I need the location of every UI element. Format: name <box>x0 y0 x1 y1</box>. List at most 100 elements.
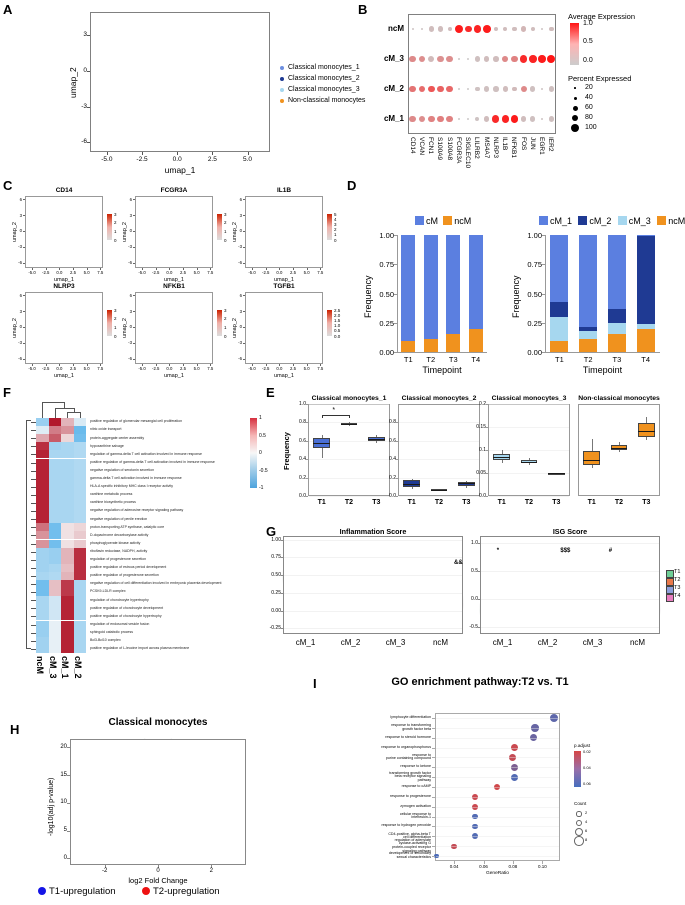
y-tick-mark <box>432 767 435 769</box>
go-term-label: response to <box>412 752 431 757</box>
go-dot <box>510 744 518 751</box>
gridline <box>436 826 559 828</box>
x-tick-mark <box>454 861 456 864</box>
x-tick-mark <box>483 861 485 864</box>
go-term-label: response to steroid hormone <box>385 734 431 739</box>
gridline <box>436 777 559 779</box>
y-tick-mark <box>432 787 435 788</box>
go-dot <box>510 773 518 781</box>
volcano-y-tick: 20 <box>60 743 67 750</box>
y-tick-mark <box>67 858 70 860</box>
gridline <box>436 836 559 838</box>
y-tick-mark <box>432 836 435 838</box>
go-term-label: signaling pathway <box>402 848 431 853</box>
y-tick-mark <box>432 856 435 858</box>
go-colorbar <box>574 751 581 787</box>
go-term-label: pathway <box>417 777 431 782</box>
go-term-label: response to transforming <box>391 723 431 727</box>
go-color-tick: 0.06 <box>583 781 591 786</box>
go-x-tick: 0.04 <box>449 864 459 869</box>
go-term-label: response to hydrogen peroxide <box>381 823 431 828</box>
go-term-label: lymphocyte differentiation <box>390 714 431 719</box>
volcano-legend-dot <box>142 887 150 895</box>
gridline <box>436 787 559 788</box>
gridline <box>436 747 559 749</box>
volcano-legend-label: T1-upregulation <box>49 886 116 897</box>
go-x-tick: 0.06 <box>479 864 488 869</box>
volcano-y-tick: 0 <box>63 854 67 861</box>
go-dot <box>451 843 457 849</box>
go-term-label: development of secondary <box>388 851 431 856</box>
x-tick-mark <box>158 865 159 868</box>
go-size-legend-dot <box>576 811 582 817</box>
go-dot <box>493 783 500 791</box>
go-dot <box>531 724 539 732</box>
gridline <box>436 846 559 848</box>
go-term-label: response to progesterone <box>390 793 431 798</box>
go-x-tick: 0.08 <box>508 864 518 869</box>
go-term-label: zymogen activation <box>400 803 431 808</box>
go-dot <box>471 803 478 810</box>
go-dot <box>550 713 559 722</box>
go-term-label: cellular response to <box>399 811 431 816</box>
go-term-label: protein-coupled receptor <box>392 845 431 849</box>
y-tick-mark <box>432 737 435 739</box>
x-tick-mark <box>104 865 106 868</box>
gridline <box>436 806 559 808</box>
y-tick-mark <box>67 802 70 804</box>
go-title: GO enrichment pathway:T2 vs. T1 <box>391 676 569 688</box>
gridline <box>436 856 559 858</box>
volcano-xlabel: log2 Fold Change <box>128 876 188 885</box>
go-size-legend-dot <box>575 819 583 827</box>
go-dot <box>434 853 439 859</box>
volcano-x-tick: 2 <box>209 868 213 874</box>
go-dot <box>471 813 478 820</box>
gridline <box>436 757 559 759</box>
gridline <box>436 767 559 769</box>
go-dot <box>509 753 517 761</box>
y-tick-mark <box>432 796 435 798</box>
go-size-legend-dot <box>575 828 583 836</box>
go-dot <box>471 823 478 830</box>
go-size-tick: 4 <box>585 819 588 824</box>
y-tick-mark <box>432 806 435 808</box>
volcano-legend-dot <box>38 887 46 895</box>
volcano-x-tick: -2 <box>101 868 108 874</box>
go-dot <box>529 733 538 742</box>
volcano-plot-area <box>70 739 246 865</box>
go-term-label: regulation of adenylate <box>394 837 431 842</box>
y-tick-mark <box>67 775 70 777</box>
gridline <box>436 727 559 729</box>
go-term-label: response to cAMP <box>401 784 431 788</box>
go-dot <box>510 763 518 771</box>
y-tick-mark <box>432 777 435 779</box>
go-size-legend-dot <box>574 836 584 846</box>
go-term-label: growth factor beta <box>402 726 431 731</box>
go-size-tick: 6 <box>585 828 588 833</box>
y-tick-mark <box>432 717 435 719</box>
go-size-tick: 8 <box>585 837 588 842</box>
y-tick-mark <box>67 747 70 749</box>
gridline <box>436 796 559 798</box>
y-tick-mark <box>432 727 435 729</box>
go-term-label: cyclase-activating G <box>398 841 431 846</box>
go-term-label: transforming growth factor <box>389 770 431 775</box>
volcano-title: Classical monocytes <box>108 717 208 728</box>
go-size-tick: 2 <box>585 810 588 815</box>
go-dot <box>471 833 478 840</box>
volcano-legend-label: T2-upregulation <box>153 886 220 897</box>
gridline <box>436 737 559 739</box>
volcano-y-tick: 5 <box>63 827 67 834</box>
go-term-label: response to organophosphorus <box>381 744 431 749</box>
go-color-tick: 0.02 <box>583 749 591 754</box>
go-plot-area <box>435 713 560 861</box>
go-term-label: interleukin-1 <box>411 815 431 820</box>
gridline <box>436 717 559 719</box>
go-term-label: beta receptor signaling <box>394 774 431 779</box>
x-tick-mark <box>542 861 544 864</box>
go-color-legend-title: p.adjust <box>574 743 591 748</box>
y-tick-mark <box>432 757 435 759</box>
y-tick-mark <box>432 816 435 818</box>
volcano-y-tick: 15 <box>60 771 67 778</box>
go-term-label: sexual characteristics <box>396 854 431 859</box>
